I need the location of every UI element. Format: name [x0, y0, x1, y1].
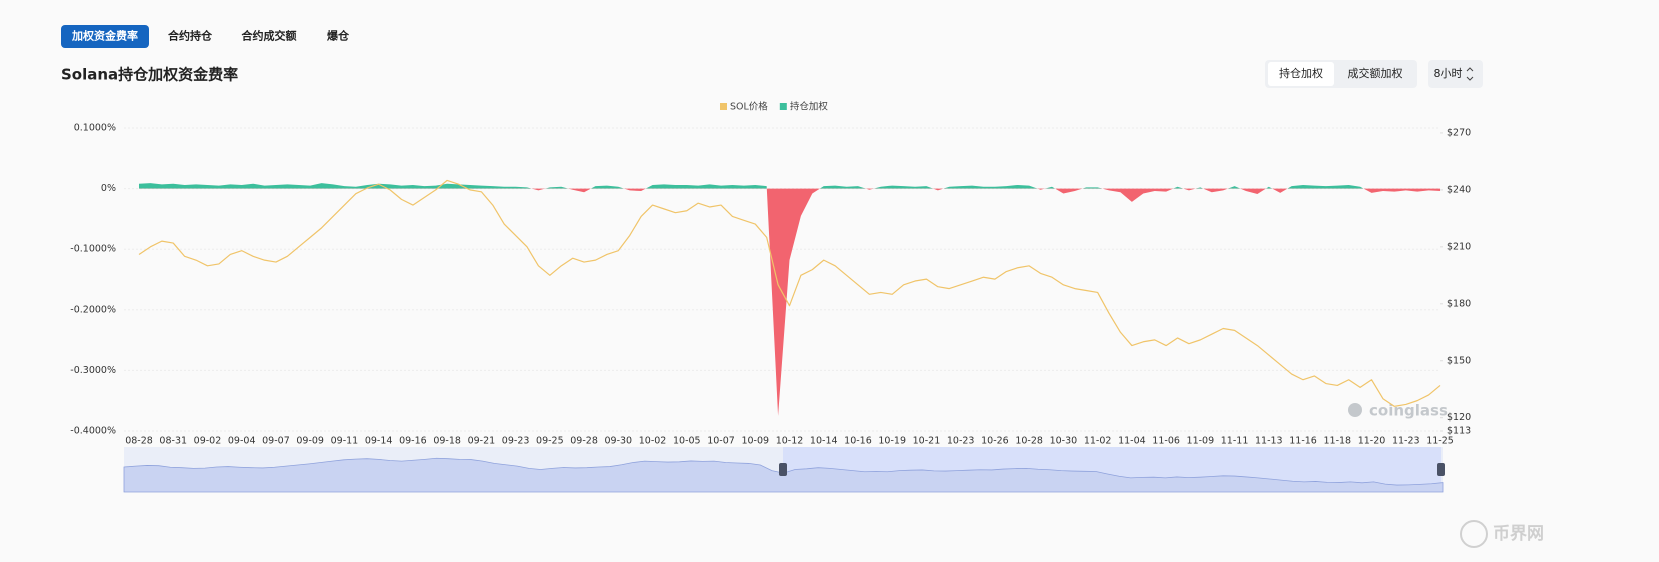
logo-icon — [1460, 520, 1488, 548]
tab[interactable]: 合约成交额 — [242, 29, 297, 43]
x-tick-label: 09-02 — [194, 436, 222, 447]
x-tick-label: 11-09 — [1187, 436, 1215, 447]
tab[interactable]: 加权资金费率 — [71, 29, 138, 43]
y-tick-label: -0.1000% — [70, 244, 116, 255]
navigator-handle[interactable] — [1437, 463, 1445, 476]
tab[interactable]: 合约持仓 — [168, 29, 213, 43]
x-tick-label: 11-02 — [1084, 436, 1112, 447]
x-tick-label: 08-28 — [125, 436, 153, 447]
y2-tick-label: $120 — [1447, 412, 1471, 423]
x-tick-label: 11-13 — [1255, 436, 1283, 447]
chart-title: Solana持仓加权资金费率 — [61, 66, 238, 84]
x-tick-label: 09-14 — [365, 436, 393, 447]
legend-swatch — [720, 103, 727, 110]
x-tick-label: 11-16 — [1289, 436, 1317, 447]
interval-select[interactable] — [1428, 60, 1483, 88]
funding-area — [139, 183, 1440, 416]
x-tick-label: 09-11 — [331, 436, 359, 447]
weight-button[interactable]: 成交额加权 — [1348, 66, 1403, 80]
y2-tick-label: $270 — [1447, 127, 1471, 138]
legend-label: SOL价格 — [730, 101, 768, 113]
y2-tick-label: $150 — [1447, 355, 1471, 366]
y2-tick-label: $180 — [1447, 298, 1471, 309]
x-tick-label: 08-31 — [159, 436, 187, 447]
legend-swatch — [779, 103, 787, 110]
x-tick-label: 09-09 — [296, 436, 324, 447]
x-tick-label: 10-14 — [810, 436, 838, 447]
x-tick-label: 09-07 — [262, 436, 290, 447]
y2-tick-label: $113 — [1447, 426, 1471, 437]
y-tick-label: -0.3000% — [70, 365, 116, 376]
x-tick-label: 11-20 — [1358, 436, 1386, 447]
chevron-icon — [1466, 67, 1474, 81]
x-tick-label: 09-16 — [399, 436, 427, 447]
site-logo: 币界网 — [1493, 524, 1544, 544]
x-tick-label: 10-02 — [639, 436, 667, 447]
y-tick-label: -0.4000% — [70, 426, 116, 437]
x-tick-label: 10-21 — [913, 436, 941, 447]
x-tick-label: 11-18 — [1323, 436, 1351, 447]
x-tick-label: 10-28 — [1015, 436, 1043, 447]
watermark-icon — [1348, 403, 1362, 417]
x-tick-label: 10-16 — [844, 436, 872, 447]
x-tick-label: 11-11 — [1221, 436, 1249, 447]
button-active[interactable] — [1268, 62, 1334, 86]
watermark: coinglass — [1369, 402, 1448, 420]
x-tick-label: 09-30 — [605, 436, 633, 447]
interval-label[interactable]: 8小时 — [1434, 67, 1463, 80]
y-tick-label: -0.2000% — [70, 304, 116, 315]
price-line — [138, 179, 1441, 407]
x-tick-label: 10-09 — [741, 436, 769, 447]
tab[interactable]: 爆仓 — [327, 29, 350, 43]
x-tick-label: 10-19 — [878, 436, 906, 447]
x-tick-label: 10-26 — [981, 436, 1009, 447]
x-tick-label: 11-04 — [1118, 436, 1146, 447]
x-tick-label: 10-23 — [947, 436, 975, 447]
weight-button[interactable]: 持仓加权 — [1279, 66, 1323, 80]
x-tick-label: 09-04 — [228, 436, 256, 447]
x-tick-label: 10-30 — [1050, 436, 1078, 447]
x-tick-label: 09-18 — [433, 436, 461, 447]
y-tick-label: 0% — [101, 183, 116, 194]
x-tick-label: 10-05 — [673, 436, 701, 447]
x-tick-label: 09-23 — [502, 436, 530, 447]
legend-label: 持仓加权 — [790, 101, 829, 113]
y2-tick-label: $210 — [1447, 241, 1471, 252]
x-tick-label: 09-28 — [570, 436, 598, 447]
x-tick-label: 09-21 — [468, 436, 496, 447]
x-tick-label: 09-25 — [536, 436, 564, 447]
navigator-handle[interactable] — [779, 463, 787, 476]
x-tick-label: 11-06 — [1152, 436, 1180, 447]
tab-active[interactable] — [61, 25, 149, 48]
y-tick-label: 0.1000% — [74, 123, 116, 134]
x-tick-label: 11-25 — [1426, 436, 1454, 447]
x-tick-label: 10-12 — [776, 436, 804, 447]
x-tick-label: 10-07 — [707, 436, 735, 447]
x-tick-label: 11-23 — [1392, 436, 1420, 447]
y2-tick-label: $240 — [1447, 184, 1471, 195]
